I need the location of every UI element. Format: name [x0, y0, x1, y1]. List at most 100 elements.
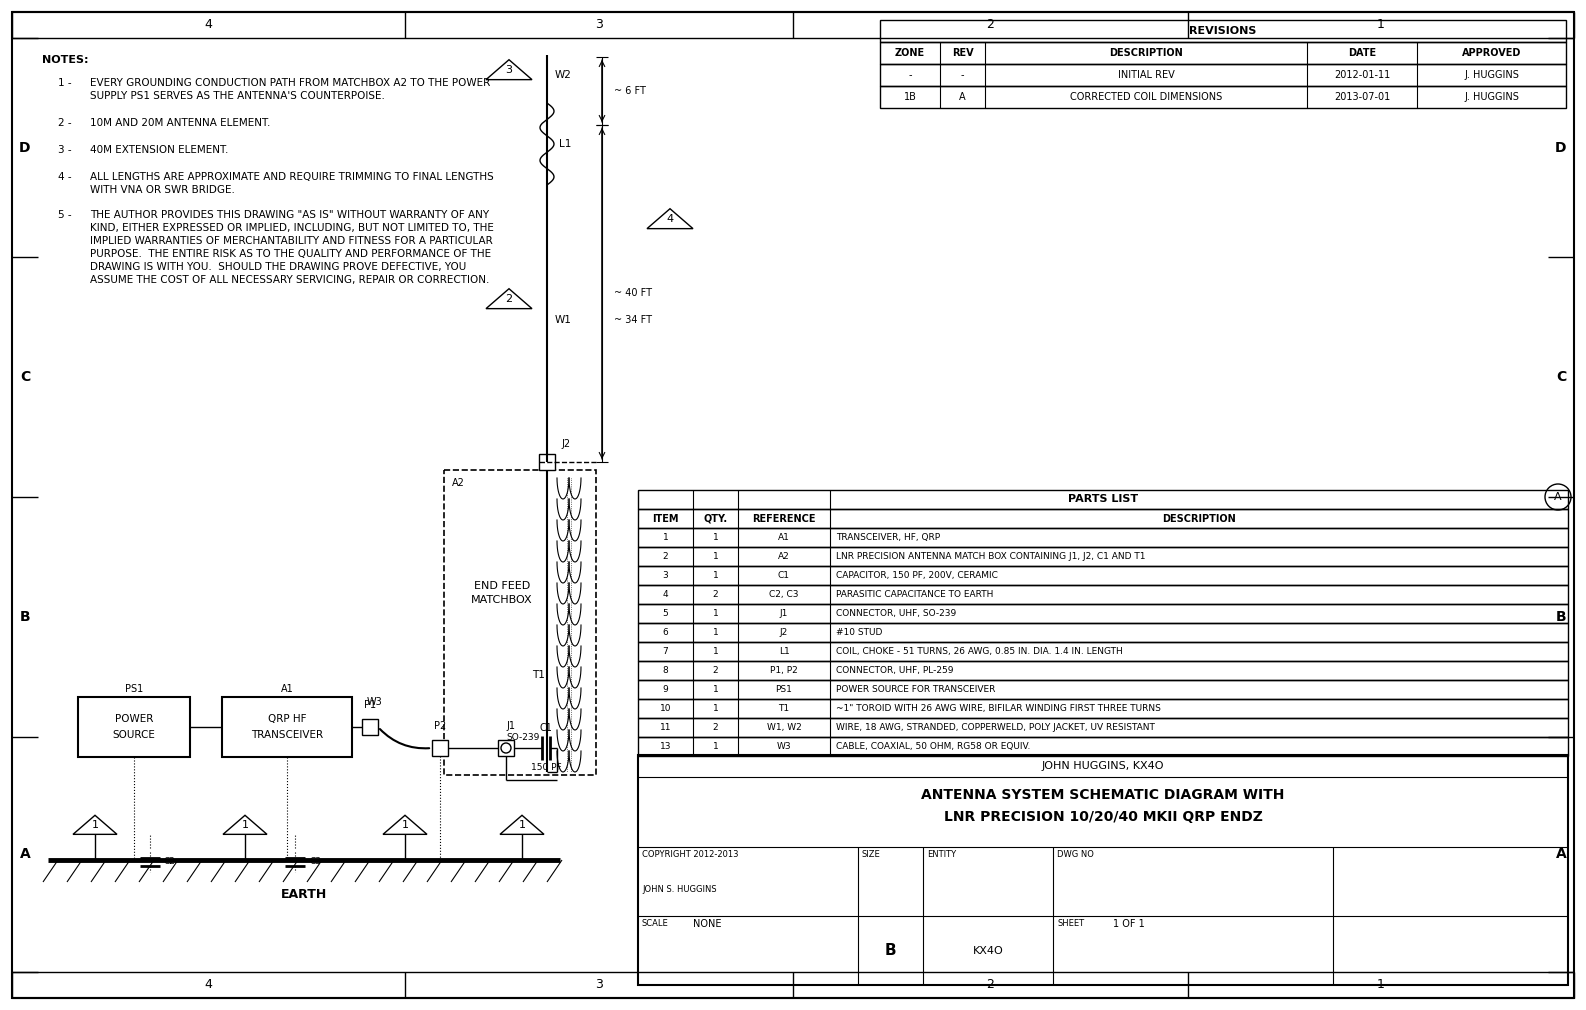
Text: A2: A2	[452, 478, 465, 488]
Text: PS1: PS1	[125, 684, 143, 694]
Text: 10: 10	[660, 704, 671, 713]
Text: IMPLIED WARRANTIES OF MERCHANTABILITY AND FITNESS FOR A PARTICULAR: IMPLIED WARRANTIES OF MERCHANTABILITY AN…	[90, 236, 493, 246]
Text: QRP HF: QRP HF	[268, 714, 306, 724]
Bar	[638, 566, 1569, 585]
Text: MATCHBOX: MATCHBOX	[471, 595, 533, 605]
Text: DESCRIPTION: DESCRIPTION	[1163, 513, 1235, 523]
Text: COIL, CHOKE - 51 TURNS, 26 AWG, 0.85 IN. DIA. 1.4 IN. LENGTH: COIL, CHOKE - 51 TURNS, 26 AWG, 0.85 IN.…	[836, 647, 1123, 656]
Bar	[638, 718, 1569, 737]
Bar	[638, 623, 1569, 642]
Bar	[880, 42, 1565, 64]
Text: REVISIONS: REVISIONS	[1190, 26, 1256, 36]
Text: 5: 5	[663, 609, 668, 618]
Text: A: A	[1554, 492, 1562, 502]
Text: PURPOSE.  THE ENTIRE RISK AS TO THE QUALITY AND PERFORMANCE OF THE: PURPOSE. THE ENTIRE RISK AS TO THE QUALI…	[90, 249, 492, 259]
Bar	[498, 740, 514, 756]
Text: CORRECTED COIL DIMENSIONS: CORRECTED COIL DIMENSIONS	[1071, 92, 1223, 102]
Text: TRANSCEIVER: TRANSCEIVER	[251, 730, 324, 740]
Text: 1: 1	[92, 820, 98, 830]
Text: 3 -: 3 -	[59, 145, 71, 155]
Text: 1: 1	[712, 609, 718, 618]
Text: ITEM: ITEM	[652, 513, 679, 523]
Text: J. HUGGINS: J. HUGGINS	[1464, 92, 1519, 102]
Text: 1: 1	[663, 533, 668, 542]
Text: B: B	[19, 610, 30, 624]
Bar	[539, 454, 555, 470]
Text: 4 -: 4 -	[59, 172, 71, 182]
Bar	[880, 20, 1565, 42]
Text: 1: 1	[519, 820, 525, 830]
Text: A: A	[19, 847, 30, 862]
Text: 2: 2	[986, 979, 994, 992]
Text: 4: 4	[666, 214, 674, 223]
Text: 1: 1	[712, 742, 718, 751]
Bar	[222, 697, 352, 758]
Text: SO-239: SO-239	[506, 732, 539, 741]
Text: 1: 1	[241, 820, 249, 830]
Text: 1B: 1B	[904, 92, 917, 102]
Text: 2012-01-11: 2012-01-11	[1334, 70, 1389, 80]
Text: ~ 34 FT: ~ 34 FT	[614, 315, 652, 325]
Text: 2 -: 2 -	[59, 118, 71, 128]
Text: 4: 4	[205, 979, 213, 992]
Text: 6: 6	[663, 628, 668, 637]
Bar	[638, 528, 1569, 547]
Bar	[431, 740, 447, 756]
Text: SHEET: SHEET	[1056, 919, 1085, 928]
Text: C1: C1	[779, 571, 790, 580]
Text: D: D	[1556, 140, 1567, 155]
Text: KIND, EITHER EXPRESSED OR IMPLIED, INCLUDING, BUT NOT LIMITED TO, THE: KIND, EITHER EXPRESSED OR IMPLIED, INCLU…	[90, 223, 493, 233]
Text: P1, P2: P1, P2	[771, 666, 798, 675]
Text: A: A	[1556, 847, 1567, 862]
Text: INITIAL REV: INITIAL REV	[1118, 70, 1174, 80]
Bar	[638, 737, 1569, 756]
Bar	[638, 661, 1569, 680]
Text: JOHN S. HUGGINS: JOHN S. HUGGINS	[642, 885, 717, 894]
Text: LNR PRECISION ANTENNA MATCH BOX CONTAINING J1, J2, C1 AND T1: LNR PRECISION ANTENNA MATCH BOX CONTAINI…	[836, 552, 1145, 561]
Text: P1: P1	[363, 700, 376, 710]
Text: LNR PRECISION 10/20/40 MKII QRP ENDZ: LNR PRECISION 10/20/40 MKII QRP ENDZ	[944, 810, 1262, 824]
Text: END FEED: END FEED	[474, 581, 530, 591]
Text: 1: 1	[712, 552, 718, 561]
Text: PARASITIC CAPACITANCE TO EARTH: PARASITIC CAPACITANCE TO EARTH	[836, 590, 993, 599]
Text: 3: 3	[595, 979, 603, 992]
Text: WIRE, 18 AWG, STRANDED, COPPERWELD, POLY JACKET, UV RESISTANT: WIRE, 18 AWG, STRANDED, COPPERWELD, POLY…	[836, 723, 1155, 732]
Text: 2: 2	[506, 294, 512, 304]
Text: J1: J1	[506, 721, 515, 731]
Text: 2: 2	[663, 552, 668, 561]
Text: P2: P2	[435, 721, 446, 731]
Text: 3: 3	[663, 571, 668, 580]
Text: 1: 1	[712, 647, 718, 656]
Text: L1: L1	[558, 139, 571, 149]
Text: 3: 3	[506, 65, 512, 75]
Text: REV: REV	[952, 48, 974, 58]
Bar	[638, 680, 1569, 699]
Text: 2: 2	[712, 666, 718, 675]
Text: CAPACITOR, 150 PF, 200V, CERAMIC: CAPACITOR, 150 PF, 200V, CERAMIC	[836, 571, 998, 580]
Text: B: B	[885, 943, 896, 958]
Text: 11: 11	[660, 723, 671, 732]
Text: ZONE: ZONE	[895, 48, 925, 58]
Bar	[880, 64, 1565, 86]
Text: W3: W3	[777, 742, 791, 751]
Text: J2: J2	[780, 628, 788, 637]
Text: W1, W2: W1, W2	[766, 723, 801, 732]
Text: ~ 40 FT: ~ 40 FT	[614, 289, 652, 299]
Text: 2: 2	[712, 723, 718, 732]
Bar	[638, 490, 1569, 509]
Text: 5 -: 5 -	[59, 210, 71, 220]
Bar	[444, 470, 596, 775]
Text: J1: J1	[780, 609, 788, 618]
Text: QTY.: QTY.	[704, 513, 728, 523]
Text: NOTES:: NOTES:	[41, 55, 89, 65]
Text: 1 OF 1: 1 OF 1	[1113, 919, 1145, 929]
Text: APPROVED: APPROVED	[1462, 48, 1521, 58]
Text: 2013-07-01: 2013-07-01	[1334, 92, 1389, 102]
Bar	[880, 86, 1565, 108]
Text: 8: 8	[663, 666, 668, 675]
Text: EARTH: EARTH	[281, 889, 327, 902]
Text: 4: 4	[663, 590, 668, 599]
Text: 1: 1	[712, 704, 718, 713]
Text: 13: 13	[660, 742, 671, 751]
Text: SUPPLY PS1 SERVES AS THE ANTENNA'S COUNTERPOISE.: SUPPLY PS1 SERVES AS THE ANTENNA'S COUNT…	[90, 91, 385, 101]
